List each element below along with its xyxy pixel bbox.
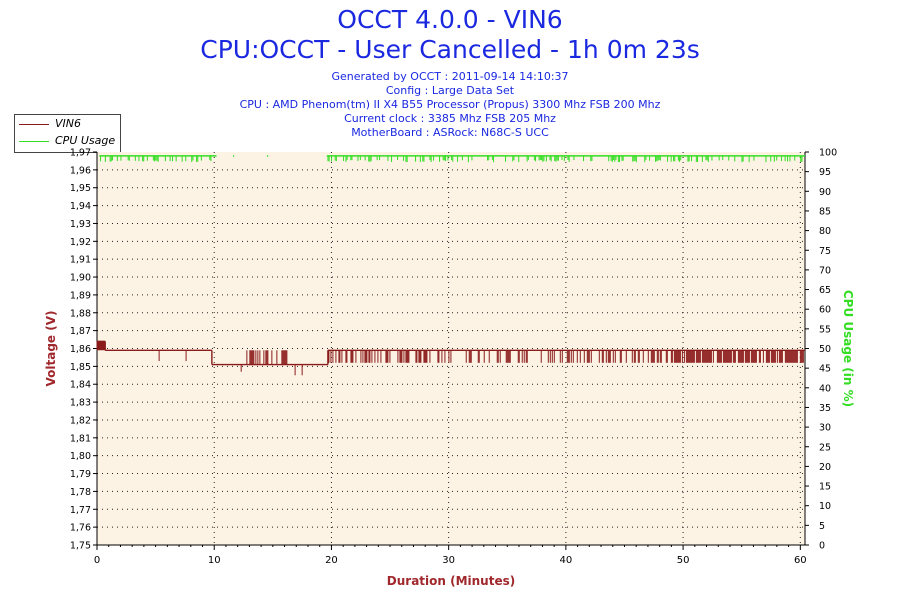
legend-item-cpu-usage: CPU Usage <box>19 134 115 148</box>
y2-tick-label: 50 <box>819 344 831 355</box>
y2-tick-label: 80 <box>819 226 831 237</box>
y2-tick-label: 10 <box>819 501 831 512</box>
legend-swatch-vin6 <box>19 123 49 125</box>
y-tick-label: 1,97 <box>70 148 91 159</box>
y-tick-label: 1,92 <box>70 237 91 248</box>
y2-tick-label: 75 <box>819 246 831 257</box>
y2-tick-label: 40 <box>819 383 831 394</box>
y-tick-label: 1,82 <box>70 415 91 426</box>
chart-subtitle: CPU:OCCT - User Cancelled - 1h 0m 23s <box>200 35 700 64</box>
info-generated: Generated by OCCT : 2011-09-14 14:10:37 <box>331 70 569 83</box>
info-motherboard: MotherBoard : ASRock: N68C-S UCC <box>351 126 549 139</box>
x-tick-label: 0 <box>94 555 100 566</box>
y-tick-label: 1,89 <box>70 290 91 301</box>
y-tick-label: 1,84 <box>70 380 91 391</box>
y-tick-label: 1,80 <box>70 451 91 462</box>
y2-tick-label: 90 <box>819 187 831 198</box>
y2-tick-label: 20 <box>819 462 831 473</box>
y-tick-label: 1,81 <box>70 433 91 444</box>
y2-tick-label: 5 <box>819 521 825 532</box>
y-tick-label: 1,88 <box>70 308 91 319</box>
y2-tick-label: 30 <box>819 423 831 434</box>
legend-label-cpu-usage: CPU Usage <box>55 134 116 147</box>
info-clock: Current clock : 3385 Mhz FSB 205 Mhz <box>344 112 556 125</box>
y-tick-label: 1,77 <box>70 505 91 516</box>
chart-title: OCCT 4.0.0 - VIN6 <box>337 5 563 34</box>
y-tick-label: 1,91 <box>70 255 91 266</box>
legend-swatch-cpu-usage <box>19 140 49 142</box>
y-tick-label: 1,76 <box>70 523 91 534</box>
y2-tick-label: 95 <box>819 167 831 178</box>
y-axis-label: Voltage (V) <box>44 311 58 387</box>
y2-axis-label: CPU Usage (in %) <box>841 290 855 407</box>
x-tick-label: 40 <box>560 555 573 566</box>
info-config: Config : Large Data Set <box>385 84 515 97</box>
x-tick-label: 10 <box>208 555 221 566</box>
series-cpu-usage <box>99 155 805 163</box>
y2-tick-label: 85 <box>819 206 831 217</box>
y-tick-label: 1,93 <box>70 219 91 230</box>
info-cpu: CPU : AMD Phenom(tm) II X4 B55 Processor… <box>239 98 661 111</box>
y2-tick-label: 15 <box>819 482 831 493</box>
y-tick-label: 1,90 <box>70 273 91 284</box>
x-tick-label: 60 <box>794 555 807 566</box>
y-tick-label: 1,86 <box>70 344 91 355</box>
y-tick-label: 1,83 <box>70 398 91 409</box>
x-axis-label: Duration (Minutes) <box>387 574 515 588</box>
y2-tick-label: 25 <box>819 442 831 453</box>
x-tick-label: 30 <box>442 555 455 566</box>
legend-item-vin6: VIN6 <box>19 117 81 131</box>
y2-tick-label: 35 <box>819 403 831 414</box>
y-tick-label: 1,85 <box>70 362 91 373</box>
y-tick-label: 1,96 <box>70 165 91 176</box>
y-tick-label: 1,78 <box>70 487 91 498</box>
y-tick-label: 1,95 <box>70 183 91 194</box>
y2-tick-label: 0 <box>819 541 825 552</box>
y2-tick-label: 60 <box>819 305 831 316</box>
y2-tick-label: 45 <box>819 364 831 375</box>
y2-tick-label: 70 <box>819 265 831 276</box>
y2-tick-label: 55 <box>819 324 831 335</box>
plot-background <box>97 152 805 545</box>
x-tick-label: 50 <box>677 555 690 566</box>
y2-tick-label: 65 <box>819 285 831 296</box>
legend-label-vin6: VIN6 <box>55 117 81 130</box>
y-tick-label: 1,87 <box>70 326 91 337</box>
y-tick-label: 1,94 <box>70 201 91 212</box>
chart-legend: VIN6 CPU Usage <box>14 114 121 153</box>
y-tick-label: 1,79 <box>70 469 91 480</box>
y2-tick-label: 100 <box>819 148 837 159</box>
x-tick-label: 20 <box>325 555 338 566</box>
y-tick-label: 1,75 <box>70 541 91 552</box>
series-vin6 <box>96 340 805 376</box>
